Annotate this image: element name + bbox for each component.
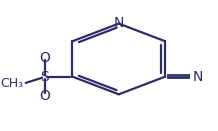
Text: CH₃: CH₃ bbox=[1, 77, 24, 90]
Text: O: O bbox=[39, 51, 50, 65]
Text: S: S bbox=[40, 70, 49, 84]
Text: O: O bbox=[39, 89, 50, 103]
Text: N: N bbox=[114, 16, 124, 30]
Text: N: N bbox=[192, 70, 203, 84]
